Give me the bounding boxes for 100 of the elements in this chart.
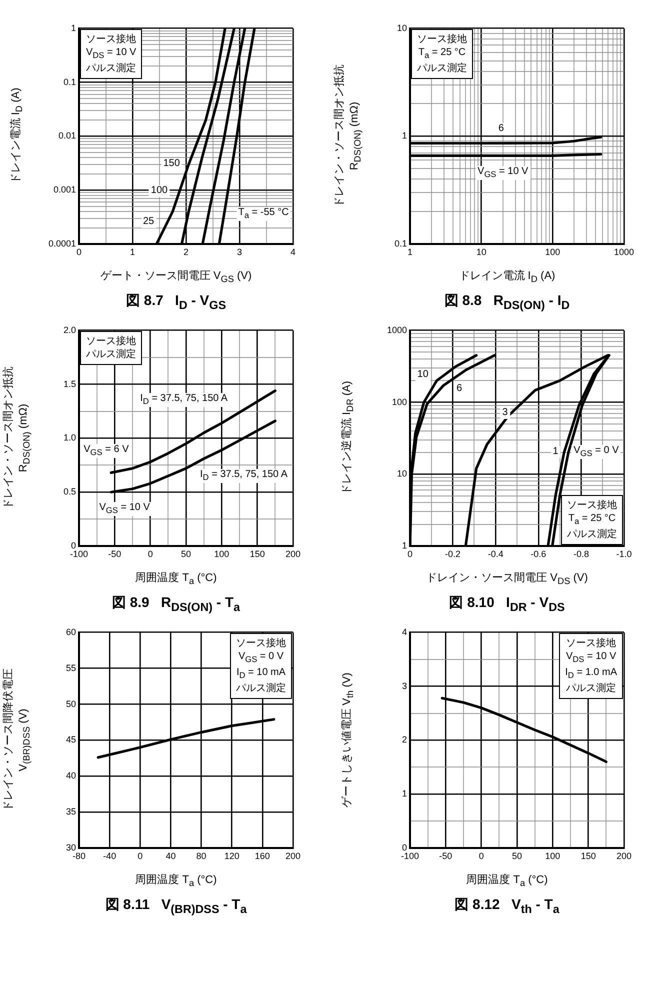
annotation: I$_{D}$ = 37.5, 75, 150 A (198, 468, 290, 483)
y-tick-label: 1 (402, 130, 407, 141)
text: 図 8.9 R$_{DS(ON)}$ - T$_{a}$ (110, 594, 242, 614)
x-tick-label: -100 (400, 850, 420, 861)
annotation: 3 (500, 406, 510, 419)
y-tick-label: 0.1 (63, 76, 76, 87)
y-tick-label: 10 (396, 22, 407, 33)
x-tick-label: 150 (250, 548, 265, 559)
annotation: V$_{GS}$ = 0 V (572, 445, 621, 460)
annotation: 1 (550, 446, 560, 458)
x-tick-label: 120 (224, 850, 240, 861)
x-axis-title: ドレイン・ソース間電圧 V$_{DS}$ (V) (425, 571, 589, 586)
x-tick-label: -50 (108, 548, 122, 559)
x-tick-label: 4 (290, 246, 296, 257)
x-tick-label: 50 (512, 850, 522, 861)
annotation: I$_{D}$ = 37.5, 75, 150 A (138, 393, 230, 408)
text: 図 8.7 I$_{D}$ - V$_{GS}$ (125, 292, 227, 312)
text: 図 8.10 I$_{DR}$ - V$_{DS}$ (448, 594, 566, 614)
text: 図 8.8 R$_{DS(ON)}$ - I$_{D}$ (443, 292, 571, 312)
y-tick-label: 1 (402, 788, 407, 799)
annotation: ソース接地 (567, 499, 617, 512)
y-tick-label: 10 (396, 468, 407, 479)
y-tick-label: 0.1 (394, 238, 407, 248)
x-tick-label: 200 (616, 850, 632, 861)
x-tick-label: -1.0 (616, 548, 632, 559)
annotation: ソース接地 (565, 637, 617, 650)
y-tick-label: 0.01 (58, 130, 76, 141)
x-tick-label: 40 (166, 850, 176, 861)
y-tick-label: 3 (402, 680, 407, 691)
text: 図 8.12 V$_{th}$ - T$_{a}$ (454, 896, 560, 916)
x-tick-label: 0 (148, 548, 153, 559)
y-tick-label: 0.5 (63, 486, 76, 497)
annotation: V$_{GS}$ = 10 V (476, 166, 530, 180)
y-tick-label: 4 (402, 626, 407, 637)
annotation: T$_{a}$ = 25 °C (567, 512, 617, 528)
y-tick-label: 0 (402, 842, 407, 852)
y-tick-label: 1 (402, 540, 407, 550)
x-tick-label: -0.4 (488, 548, 504, 559)
annotation: ソース接地 (417, 33, 467, 46)
x-axis-title: 周囲温度 T$_{a}$ (°C) (134, 872, 218, 888)
x-tick-label: -0.6 (530, 548, 546, 559)
x-tick-label: 2 (183, 246, 189, 257)
x-tick-label: -50 (439, 850, 452, 861)
annotation: 6 (454, 383, 464, 396)
y-tick-label: 0 (70, 540, 76, 550)
x-tick-label: 10 (476, 246, 486, 257)
y-tick-label: 55 (66, 662, 76, 673)
y-tick-label: 1 (70, 22, 76, 33)
y-tick-label: 0.0001 (48, 238, 76, 248)
y-tick-label: 40 (66, 770, 76, 781)
annotation: I$_{D}$ = 1.0 mA (565, 666, 617, 682)
annotation: V$_{DS}$ = 10 V (86, 46, 136, 62)
y-tick-label: 2.0 (63, 324, 76, 335)
x-tick-label: 160 (254, 850, 270, 861)
y-tick-label: 30 (66, 842, 76, 852)
y-tick-label: 1.0 (63, 432, 76, 443)
annotation: ソース接地 (86, 33, 136, 46)
annotation: パルス測定 (417, 62, 467, 76)
annotation: I$_{D}$ = 10 mA (236, 666, 286, 682)
y-tick-label: 1000 (386, 324, 407, 335)
annotation: パルス測定 (86, 62, 136, 76)
x-tick-label: 150 (580, 850, 596, 861)
x-tick-label: 100 (545, 850, 560, 861)
x-axis-title: ゲート・ソース間電圧 V$_{GS}$ (V) (99, 269, 253, 284)
x-tick-label: 0 (478, 850, 484, 861)
annotation: 10 (415, 368, 430, 381)
y-tick-label: 35 (66, 806, 76, 817)
annotation: ソース接地 (86, 335, 136, 348)
x-tick-label: 100 (545, 246, 560, 257)
x-tick-label: 1 (130, 246, 136, 257)
annotation: 150 (161, 158, 182, 170)
annotation: V$_{DS}$ = 10 V (565, 650, 617, 666)
x-tick-label: 80 (196, 850, 206, 861)
annotation: パルス測定 (236, 682, 286, 696)
x-tick-label: 200 (285, 850, 301, 861)
x-tick-label: -0.2 (445, 548, 461, 559)
x-tick-label: -40 (103, 850, 116, 861)
x-tick-label: 0 (138, 850, 143, 861)
text: 図 8.11 V$_{(BR)DSS}$ - T$_{a}$ (104, 896, 248, 916)
annotation: 6 (496, 123, 506, 136)
annotation: T$_{a}$ = -55 °C (236, 206, 291, 221)
annotation: T$_{a}$ = 25 °C (417, 46, 467, 62)
y-tick-label: 0.001 (53, 184, 76, 195)
annotation: V$_{GS}$ = 6 V (82, 444, 131, 458)
x-tick-label: 1000 (614, 246, 634, 257)
x-axis-title: 周囲温度 T$_{a}$ (°C) (465, 872, 549, 888)
x-tick-label: -0.8 (573, 548, 589, 559)
annotation: 100 (148, 185, 170, 198)
annotation: パルス測定 (567, 528, 617, 541)
annotation: ソース接地 (236, 637, 286, 650)
x-tick-label: 200 (285, 548, 301, 559)
annotation: V$_{GS}$ = 10 V (97, 502, 152, 516)
x-tick-label: 3 (236, 246, 242, 257)
x-tick-label: -80 (72, 850, 86, 861)
y-tick-label: 50 (66, 698, 76, 709)
y-tick-label: 2 (402, 734, 407, 745)
x-tick-label: -100 (70, 548, 88, 559)
y-tick-label: 100 (392, 396, 407, 407)
x-tick-label: 50 (180, 548, 192, 559)
annotation: V$_{GS}$ = 0 V (237, 650, 285, 666)
